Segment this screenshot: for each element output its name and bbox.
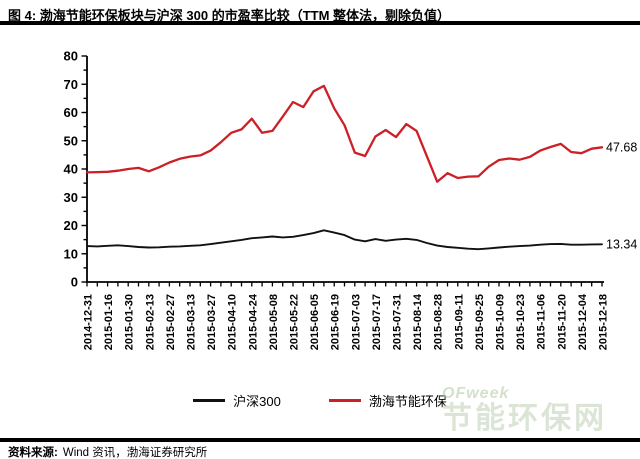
y-tick-label: 30 bbox=[64, 190, 78, 205]
x-tick-label: 2015-06-05 bbox=[309, 294, 321, 350]
x-tick-label: 2015-03-13 bbox=[186, 294, 198, 350]
legend-label-bohai: 渤海节能环保 bbox=[368, 394, 447, 409]
x-tick-label: 2015-07-17 bbox=[371, 294, 383, 350]
x-tick-label: 2015-01-16 bbox=[103, 294, 115, 350]
top-rule bbox=[0, 21, 640, 25]
x-tick-label: 2015-04-10 bbox=[227, 294, 239, 350]
series-line-bohai bbox=[85, 84, 604, 183]
series-line-csi300 bbox=[86, 229, 603, 251]
x-tick-label: 2015-10-09 bbox=[495, 294, 507, 350]
bottom-rule bbox=[0, 438, 640, 442]
y-tick-label: 10 bbox=[64, 246, 78, 261]
chart-legend: 沪深300 渤海节能环保 bbox=[0, 391, 640, 410]
x-tick-label: 2015-07-31 bbox=[392, 294, 404, 350]
x-tick-label: 2015-08-14 bbox=[412, 293, 424, 350]
x-tick-label: 2015-09-25 bbox=[474, 294, 486, 350]
legend-item-bohai: 渤海节能环保 bbox=[328, 391, 447, 410]
y-tick-label: 20 bbox=[64, 218, 78, 233]
x-tick-label: 2015-11-20 bbox=[556, 294, 568, 350]
y-tick-label: 80 bbox=[64, 49, 78, 64]
x-tick-label: 2015-05-08 bbox=[268, 294, 280, 350]
x-tick-label: 2015-07-03 bbox=[350, 294, 362, 350]
x-tick-label: 2015-11-06 bbox=[536, 294, 548, 350]
figure-title: 图 4: 渤海节能环保板块与沪深 300 的市盈率比较（TTM 整体法，剔除负值… bbox=[8, 8, 451, 23]
x-tick-label: 2015-10-23 bbox=[515, 294, 527, 350]
source-row: 资料来源: Wind 资讯，渤海证券研究所 bbox=[8, 444, 207, 459]
x-tick-label: 2015-09-11 bbox=[453, 294, 465, 350]
y-tick-label: 50 bbox=[64, 133, 78, 148]
x-tick-label: 2015-12-04 bbox=[577, 293, 589, 350]
x-tick-label: 2015-02-13 bbox=[144, 294, 156, 350]
y-tick-label: 40 bbox=[64, 162, 78, 177]
y-tick-label: 70 bbox=[64, 77, 78, 92]
y-tick-label: 0 bbox=[71, 275, 78, 290]
csi300-line-swatch bbox=[193, 399, 226, 402]
source-text: Wind 资讯，渤海证券研究所 bbox=[62, 447, 208, 459]
end-value-label-bohai: 47.68 bbox=[606, 140, 637, 154]
source-label: 资料来源: bbox=[8, 447, 58, 459]
x-tick-label: 2015-08-28 bbox=[433, 294, 445, 350]
x-tick-label: 2015-06-19 bbox=[330, 294, 342, 350]
x-tick-label: 2015-12-18 bbox=[598, 294, 610, 350]
x-tick-label: 2015-02-27 bbox=[165, 294, 177, 350]
y-tick-label: 60 bbox=[64, 105, 78, 120]
legend-item-csi300: 沪深300 bbox=[193, 391, 281, 410]
x-tick-label: 2014-12-31 bbox=[83, 294, 95, 350]
end-value-label-csi300: 13.34 bbox=[606, 237, 637, 251]
legend-label-csi300: 沪深300 bbox=[233, 394, 281, 409]
x-tick-label: 2015-03-27 bbox=[206, 294, 218, 350]
x-tick-label: 2015-04-24 bbox=[247, 293, 259, 350]
x-tick-label: 2015-05-22 bbox=[289, 294, 301, 350]
x-tick-label: 2015-01-30 bbox=[124, 294, 136, 350]
bohai-line-swatch bbox=[328, 399, 361, 402]
